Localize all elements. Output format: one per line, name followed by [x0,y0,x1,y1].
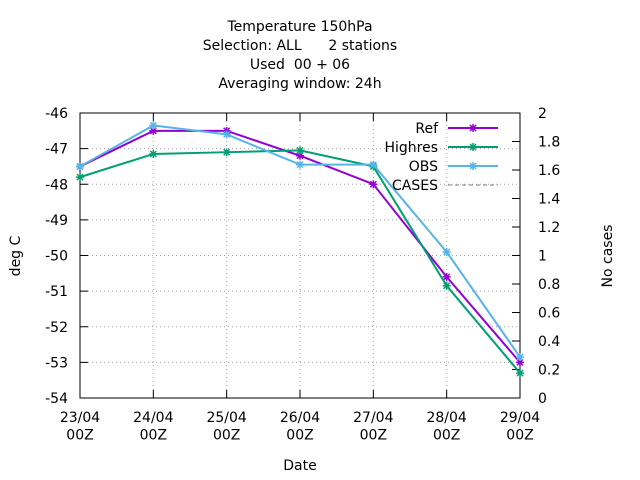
y-axis-label: deg C [8,235,24,276]
title-line: Averaging window: 24h [218,76,381,92]
y2-tick-label: 1.2 [538,220,560,236]
y-tick-label: -50 [45,249,68,265]
y2-tick-label: 1.4 [538,192,560,208]
point [296,151,304,160]
x-tick-label: 26/04 00Z [280,410,320,444]
y-tick-label: -47 [45,142,68,158]
point [296,146,304,155]
y-tick-label: -52 [45,320,68,336]
title-line: Used 00 + 06 [250,57,350,73]
x-tick-label: 23/04 00Z [60,410,100,444]
x-tick-label: 27/04 00Z [353,410,393,444]
y2-tick-label: 0.6 [538,306,560,322]
point [442,281,451,290]
point [516,369,524,378]
y2-tick-label: 1 [538,249,547,265]
y2-axis-label: No cases [600,225,616,288]
y-tick-label: -53 [45,355,68,371]
point [442,272,451,281]
legend-label: Highres [384,140,438,156]
point [369,160,378,169]
legend-marker [469,143,477,151]
y2-tick-label: 0.2 [538,363,560,379]
y-tick-label: -49 [45,213,68,229]
point [296,160,304,169]
point [516,353,524,362]
y-tick-label: -51 [45,284,68,300]
point [149,149,158,158]
legend-label: CASES [392,178,438,194]
point [516,358,524,367]
legend-label: Ref [415,121,439,137]
y2-tick-label: 1.6 [538,163,560,179]
y2-tick-label: 0 [538,391,547,407]
chart-title: Temperature 150hPa Selection: ALL 2 stati… [203,19,397,92]
x-axis-label: Date [283,458,316,474]
y2-tick-label: 2 [538,106,547,122]
x-tick-label: 29/04 00Z [500,410,540,444]
plot-frame [79,112,521,399]
title-line: Temperature 150hPa [226,19,372,35]
x-tick-label: 28/04 00Z [426,410,466,444]
point [369,180,378,189]
y2-tick-label: 1.8 [538,135,560,151]
y2-tick-label: 0.8 [538,277,560,293]
y-tick-label: -46 [45,106,68,122]
x-tick-label: 24/04 00Z [133,410,173,444]
y2-tick-label: 0.4 [538,334,560,350]
point [76,162,84,171]
y-tick-label: -54 [45,391,68,407]
x-tick-label: 25/04 00Z [206,410,246,444]
point [222,130,231,139]
legend-marker [469,124,477,132]
legend-label: OBS [409,159,438,175]
title-line: Selection: ALL 2 stations [203,38,397,54]
point [149,126,158,135]
point [76,173,84,182]
point [442,247,451,256]
y-tick-label: -48 [45,177,68,193]
point [149,121,158,130]
point [222,148,231,157]
legend-marker [469,162,477,170]
